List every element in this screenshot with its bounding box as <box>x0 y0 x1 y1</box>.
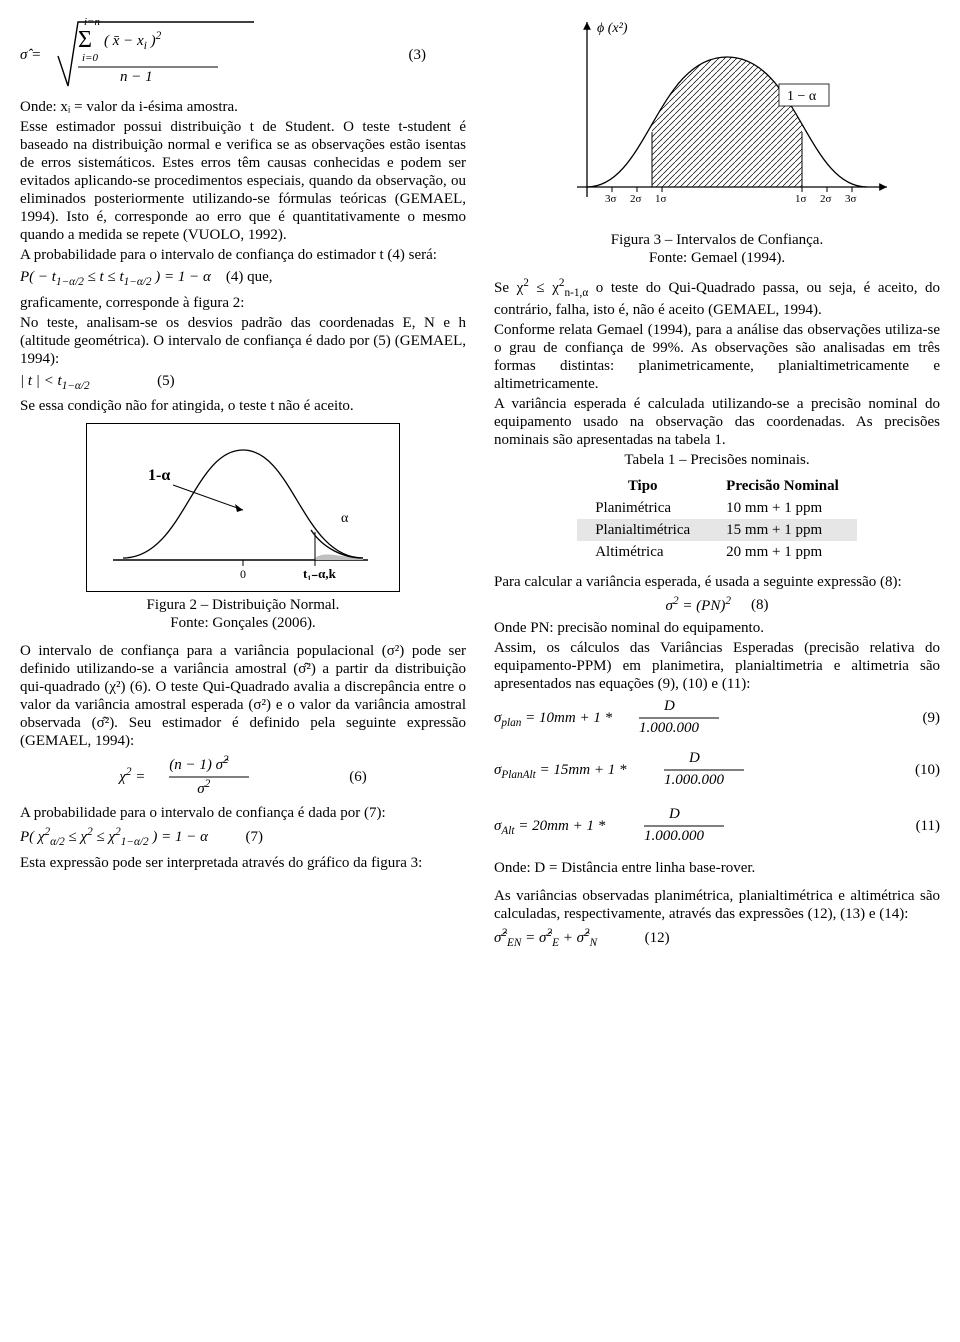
figure-2-label-a: α <box>341 511 349 526</box>
figure-3-tick: 3σ <box>605 193 617 205</box>
figure-3-tick: 1σ <box>655 193 667 205</box>
figure-2-caption-b: Fonte: Gonçales (2006). <box>170 615 315 631</box>
table-1-head-tipo: Tipo <box>577 475 708 497</box>
equation-12-number: (12) <box>645 930 670 946</box>
paragraph-teste-desvios: No teste, analisam-se os desvios padrão … <box>20 314 466 368</box>
figure-3-tick: 1σ <box>795 193 807 205</box>
table-1: Tipo Precisão Nominal Planimétrica 10 mm… <box>577 475 857 563</box>
figure-3-tick: 2σ <box>820 193 832 205</box>
table-1-head-prec: Precisão Nominal <box>708 475 857 497</box>
equation-8: σ2 = (PN)2 (8) <box>494 595 940 615</box>
paragraph-tstudent: Esse estimador possui distribuição t de … <box>20 118 466 244</box>
equation-4-tail: (4) que, <box>226 269 273 285</box>
figure-3-tick: 3σ <box>845 193 857 205</box>
equation-10-number: (10) <box>890 761 940 779</box>
table-1-title: Tabela 1 – Precisões nominais. <box>624 452 809 468</box>
paragraph-graficamente: graficamente, corresponde à figura 2: <box>20 294 466 312</box>
equation-3-number: (3) <box>409 46 467 64</box>
paragraph-onde: Onde: xᵢ = valor da i-ésima amostra. <box>20 98 466 116</box>
paragraph-prob-t: A probabilidade para o intervalo de conf… <box>20 246 466 264</box>
figure-2-tick-0: 0 <box>240 567 246 580</box>
paragraph-chi-test: Se χ2 ≤ χ2n-1,α o teste do Qui-Quadrado … <box>494 277 940 319</box>
paragraph-prob-chi: A probabilidade para o intervalo de conf… <box>20 804 466 822</box>
figure-3-svg: ϕ (x²) 1 − α 3σ 2σ 1σ 1σ 2σ 3σ <box>537 12 897 222</box>
paragraph-gemael: Conforme relata Gemael (1994), para a an… <box>494 321 940 393</box>
paragraph-assim: Assim, os cálculos das Variâncias Espera… <box>494 639 940 693</box>
figure-3-tick: 2σ <box>630 193 642 205</box>
table-row: Planialtimétrica 15 mm + 1 ppm <box>577 519 857 541</box>
figure-3-box: ϕ (x²) 1 − α 3σ 2σ 1σ 1σ 2σ 3σ <box>537 12 897 227</box>
equation-9: σplan = 10mm + 1 * D 1.000.000 (9) <box>494 697 940 739</box>
equation-9-number: (9) <box>890 709 940 727</box>
equation-6-number: (6) <box>349 768 367 786</box>
figure-3-caption-b: Fonte: Gemael (1994). <box>649 250 785 266</box>
figure-3-caption-a: Figura 3 – Intervalos de Confiança. <box>611 232 823 248</box>
equation-5: | t | < t1−α/2 (5) <box>20 372 466 394</box>
paragraph-expr-grafico: Esta expressão pode ser interpretada atr… <box>20 854 466 872</box>
equation-10: σPlanAlt = 15mm + 1 * D 1.000.000 (10) <box>494 749 940 791</box>
equation-7-number: (7) <box>245 829 263 845</box>
figure-3-ylabel: ϕ (x²) <box>597 21 628 36</box>
equation-7: P( χ2α/2 ≤ χ2 ≤ χ21−α/2 ) = 1 − α (7) <box>20 826 466 850</box>
figure-3-center-label: 1 − α <box>787 89 817 104</box>
table-row: Altimétrica 20 mm + 1 ppm <box>577 541 857 563</box>
equation-12: σ̂2EN = σ̂2E + σ̂2N (12) <box>494 927 940 951</box>
paragraph-onde-d: Onde: D = Distância entre linha base-rov… <box>494 859 940 877</box>
paragraph-variancia-pop: O intervalo de confiança para a variânci… <box>20 642 466 750</box>
figure-2-svg: 1-α α 0 t₁₋α,k <box>93 430 381 580</box>
figure-2-tick-k: t₁₋α,k <box>303 566 337 580</box>
paragraph-var-obs: As variâncias observadas planimétrica, p… <box>494 887 940 923</box>
paragraph-condicao: Se essa condição não for atingida, o tes… <box>20 397 466 415</box>
figure-2-caption-a: Figura 2 – Distribuição Normal. <box>147 597 340 613</box>
paragraph-var-esperada: A variância esperada é calculada utiliza… <box>494 395 940 449</box>
paragraph-calc-var: Para calcular a variância esperada, é us… <box>494 573 940 591</box>
equation-3: σ̂ = i=n Σ i=0 ( x̄ − xi )2 n − 1 (3) <box>20 16 466 94</box>
table-row: Planimétrica 10 mm + 1 ppm <box>577 497 857 519</box>
equation-6: χ2 = (n − 1) σ̂2 σ2 (6) <box>20 754 466 800</box>
equation-11: σAlt = 20mm + 1 * D 1.000.000 (11) <box>494 805 940 847</box>
paragraph-pn: Onde PN: precisão nominal do equipamento… <box>494 619 940 637</box>
equation-11-number: (11) <box>890 817 940 835</box>
equation-4: P( − t1−α/2 ≤ t ≤ t1−α/2 ) = 1 − α (4) q… <box>20 268 466 290</box>
figure-2-box: 1-α α 0 t₁₋α,k <box>86 423 400 592</box>
equation-5-number: (5) <box>157 373 175 389</box>
equation-8-number: (8) <box>751 596 769 614</box>
figure-2-label-1ma: 1-α <box>148 467 170 484</box>
